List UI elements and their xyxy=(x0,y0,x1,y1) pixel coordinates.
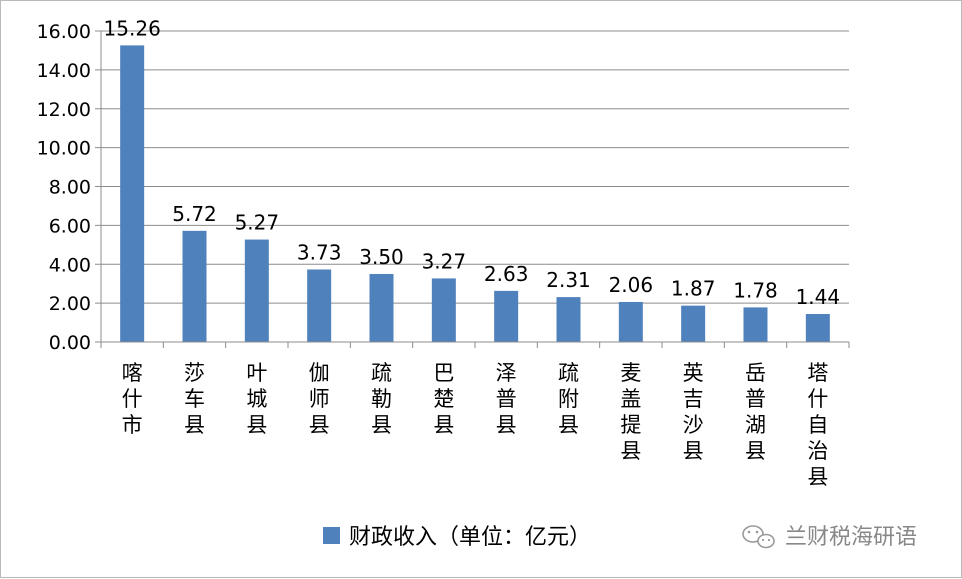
bar xyxy=(743,307,768,342)
y-tick-label: 6.00 xyxy=(49,215,91,237)
bar xyxy=(618,301,643,342)
data-label: 2.31 xyxy=(546,268,591,292)
bar xyxy=(307,269,332,342)
x-tick-label: 泽普县 xyxy=(496,361,517,437)
y-tick-label: 16.00 xyxy=(37,21,91,43)
legend: 财政收入（单位：亿元） xyxy=(323,525,591,550)
bar xyxy=(244,239,269,342)
wechat-icon xyxy=(742,525,775,549)
bar xyxy=(182,230,207,342)
x-tick-label: 英吉沙县 xyxy=(683,361,704,463)
legend-swatch xyxy=(323,527,340,544)
x-tick-label: 莎车县 xyxy=(184,361,205,437)
y-tick-label: 2.00 xyxy=(49,293,91,315)
bar xyxy=(805,314,830,342)
x-tick-label: 喀什市 xyxy=(122,361,143,437)
bar xyxy=(681,305,706,342)
data-label: 15.26 xyxy=(104,16,161,40)
y-tick-label: 14.00 xyxy=(37,60,91,82)
data-label: 3.50 xyxy=(359,245,404,269)
gridlines xyxy=(101,30,849,343)
data-label: 2.06 xyxy=(609,273,654,297)
x-tick-label: 伽师县 xyxy=(309,361,330,437)
y-tick-label: 12.00 xyxy=(37,99,91,121)
y-tick-label: 4.00 xyxy=(49,254,91,276)
bar xyxy=(556,297,581,342)
x-tick-label: 麦盖提县 xyxy=(620,361,641,463)
x-axis: 喀什市 莎车县 叶城县 伽师县 疏勒县 巴楚县 泽普县 疏附县 麦盖提县 英吉沙县 岳普湖县 塔什自治… xyxy=(100,341,850,489)
y-tick-label: 8.00 xyxy=(49,177,91,199)
bars xyxy=(120,45,830,342)
x-tick-label: 巴楚县 xyxy=(433,361,454,437)
y-axis: 0.00 2.00 4.00 6.00 8.00 10.00 12.00 14.00 16.00 xyxy=(37,21,102,354)
x-tick-label: 岳普湖县 xyxy=(745,361,766,463)
x-tick-label: 叶城县 xyxy=(246,361,267,437)
data-label: 5.72 xyxy=(172,202,217,226)
bar xyxy=(494,290,519,342)
y-tick-label: 0.00 xyxy=(49,332,91,354)
data-label: 1.44 xyxy=(796,285,841,309)
data-label: 1.78 xyxy=(733,278,778,302)
watermark-text: 兰财税海研语 xyxy=(785,525,917,550)
bar xyxy=(369,273,394,342)
watermark: 兰财税海研语 xyxy=(742,525,917,550)
bar xyxy=(431,278,456,342)
y-tick-label: 10.00 xyxy=(37,138,91,160)
data-label: 3.27 xyxy=(422,249,467,273)
data-label: 5.27 xyxy=(235,211,280,235)
x-tick-label: 塔什自治县 xyxy=(807,361,828,489)
x-tick-label: 疏勒县 xyxy=(371,361,392,437)
x-tick-label: 疏附县 xyxy=(558,361,579,437)
data-label: 1.87 xyxy=(671,277,716,301)
data-label: 3.73 xyxy=(297,240,342,264)
bar xyxy=(120,45,145,342)
data-labels: 15.26 5.72 5.27 3.73 3.50 3.27 2.63 2.31 2.06 1.8… xyxy=(104,16,841,309)
data-label: 2.63 xyxy=(484,262,529,286)
legend-label: 财政收入（单位：亿元） xyxy=(349,525,591,550)
